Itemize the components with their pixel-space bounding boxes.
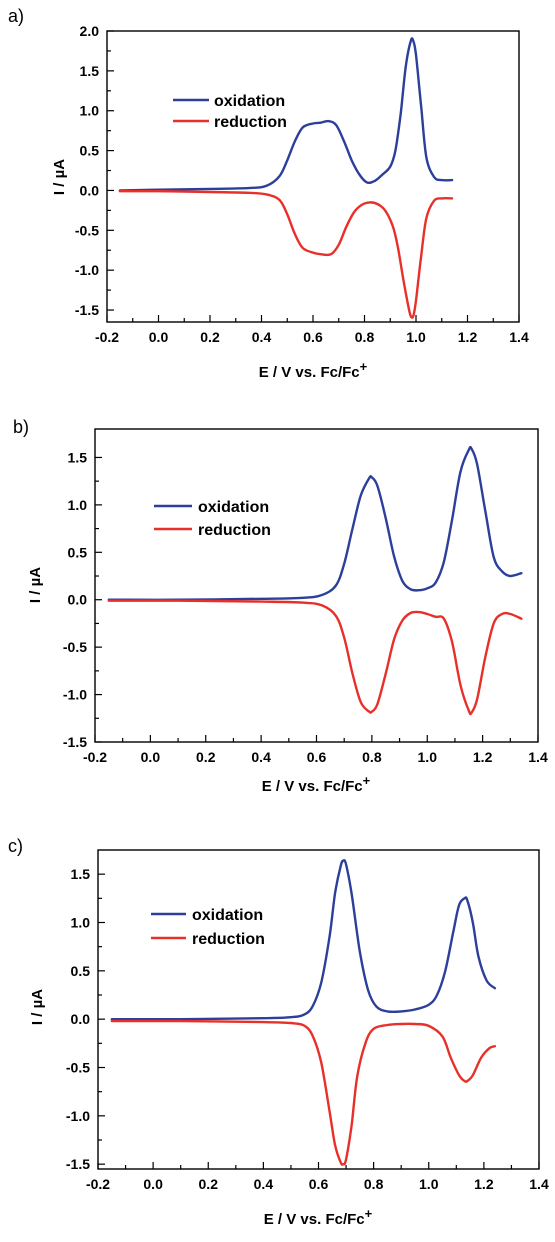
y-tick-label: 1.5 [68,449,88,465]
panel-label: c) [8,836,23,856]
x-tick-label: 0.6 [307,749,327,765]
y-tick-label: 0.5 [80,143,100,159]
axis-ticks [106,30,520,322]
x-tick-label: 1.0 [418,749,438,765]
y-tick-label: 1.0 [71,915,91,931]
x-tick-label: -0.2 [95,329,119,345]
y-axis-title: I / µA [29,989,46,1025]
series-line-oxidation [118,37,454,192]
legend-label-reduction: reduction [198,522,271,539]
y-tick-label: -1.0 [75,262,99,278]
x-tick-label: 1.0 [406,329,426,345]
x-tick-label: -0.2 [86,1176,110,1192]
x-tick-label: 0.8 [364,1176,384,1192]
y-tick-label: -1.0 [63,687,87,703]
legend-label-oxidation: oxidation [214,93,285,110]
y-axis-title: I / µA [27,567,44,603]
x-axis-title-text: E / V vs. Fc/Fc [262,778,363,795]
x-tick-label: 0.8 [355,329,375,345]
x-tick-label: 0.2 [200,329,220,345]
x-tick-label: 0.0 [143,1176,163,1192]
x-axis-title-text: E / V vs. Fc/Fc [264,1211,365,1228]
y-tick-label: 0.0 [68,592,88,608]
y-tick-label: 1.0 [80,103,100,119]
x-tick-labels: -0.2 0.0 0.2 0.4 0.6 0.8 1.0 1.2 1.4 [86,1176,549,1192]
plot-frame [94,428,539,743]
series-line-reduction [110,1019,497,1166]
x-axis-title-superscript: + [360,359,368,374]
x-tick-label: 1.4 [528,749,548,765]
y-tick-label: -1.0 [66,1108,90,1124]
x-tick-label: 1.2 [473,749,493,765]
y-tick-label: 1.0 [68,497,88,513]
x-tick-label: 1.4 [529,1176,549,1192]
legend-label-reduction: reduction [214,114,287,131]
chart-panel-a: a) -0.2 0.0 0.2 0.4 0.6 0.8 1.0 1.2 1.4 -1.5 -1.0… [8,6,529,381]
x-axis-title: E / V vs. Fc/Fc+ [262,773,371,795]
x-axis-title-text: E / V vs. Fc/Fc [259,364,360,381]
legend-label-reduction: reduction [192,931,265,948]
y-tick-label: 1.5 [71,866,91,882]
x-tick-label: 0.2 [196,749,216,765]
y-tick-label: -0.5 [66,1060,90,1076]
legend: oxidation reduction [154,499,271,539]
y-tick-label: -1.5 [63,734,87,750]
x-tick-label: 0.4 [254,1176,274,1192]
x-axis-title-superscript: + [365,1206,373,1221]
y-tick-labels: -1.5 -1.0 -0.5 0.0 0.5 1.0 1.5 2.0 [75,23,99,318]
series-line-reduction [118,189,454,319]
series-line-oxidation [110,859,497,1021]
series-line-oxidation [107,445,523,601]
legend: oxidation reduction [173,93,287,131]
y-tick-label: 1.5 [80,63,100,79]
y-tick-labels: -1.5 -1.0 -0.5 0.0 0.5 1.0 1.5 [66,866,90,1172]
x-tick-labels: -0.2 0.0 0.2 0.4 0.6 0.8 1.0 1.2 1.4 [83,749,548,765]
chart-panel-b: b) -0.2 0.0 0.2 0.4 0.6 0.8 1.0 1.2 1.4 -1.5 -1.0… [13,417,548,795]
legend: oxidation reduction [151,907,265,948]
x-tick-label: 0.0 [141,749,161,765]
axis-ticks [94,456,539,743]
x-tick-label: 0.6 [309,1176,329,1192]
x-tick-labels: -0.2 0.0 0.2 0.4 0.6 0.8 1.0 1.2 1.4 [95,329,529,345]
x-axis-title-superscript: + [363,773,371,788]
y-tick-label: -0.5 [63,639,87,655]
y-tick-label: 0.0 [71,1011,91,1027]
y-tick-label: -1.5 [66,1156,90,1172]
series-group [110,859,497,1166]
x-tick-label: 0.8 [362,749,382,765]
panel-label: a) [8,6,24,26]
legend-label-oxidation: oxidation [192,907,263,924]
x-tick-label: 1.4 [509,329,529,345]
axis-ticks [97,873,540,1169]
x-tick-label: -0.2 [83,749,107,765]
x-axis-title: E / V vs. Fc/Fc+ [264,1206,373,1228]
y-tick-label: 0.0 [80,182,100,198]
y-tick-label: 0.5 [71,963,91,979]
y-axis-title: I / µA [51,159,68,195]
x-tick-label: 1.2 [474,1176,494,1192]
series-group [118,37,454,319]
y-tick-labels: -1.5 -1.0 -0.5 0.0 0.5 1.0 1.5 [63,449,87,750]
x-tick-label: 0.6 [303,329,323,345]
y-tick-label: -0.5 [75,222,99,238]
y-tick-label: -1.5 [75,302,99,318]
chart-panel-c: c) -0.2 0.0 0.2 0.4 0.6 0.8 1.0 1.2 1.4 -1.5 -1.0… [8,836,549,1228]
y-tick-label: 2.0 [80,23,100,39]
series-line-reduction [107,599,523,716]
plot-frame [97,849,540,1170]
series-group [107,445,523,716]
plot-frame [106,30,520,323]
y-tick-label: 0.5 [68,544,88,560]
x-tick-label: 1.0 [419,1176,439,1192]
x-tick-label: 0.0 [149,329,169,345]
x-tick-label: 0.4 [251,749,271,765]
x-tick-label: 1.2 [458,329,478,345]
x-tick-label: 0.2 [199,1176,219,1192]
x-tick-label: 0.4 [252,329,272,345]
legend-label-oxidation: oxidation [198,499,269,516]
x-axis-title: E / V vs. Fc/Fc+ [259,359,368,381]
panel-label: b) [13,417,29,437]
